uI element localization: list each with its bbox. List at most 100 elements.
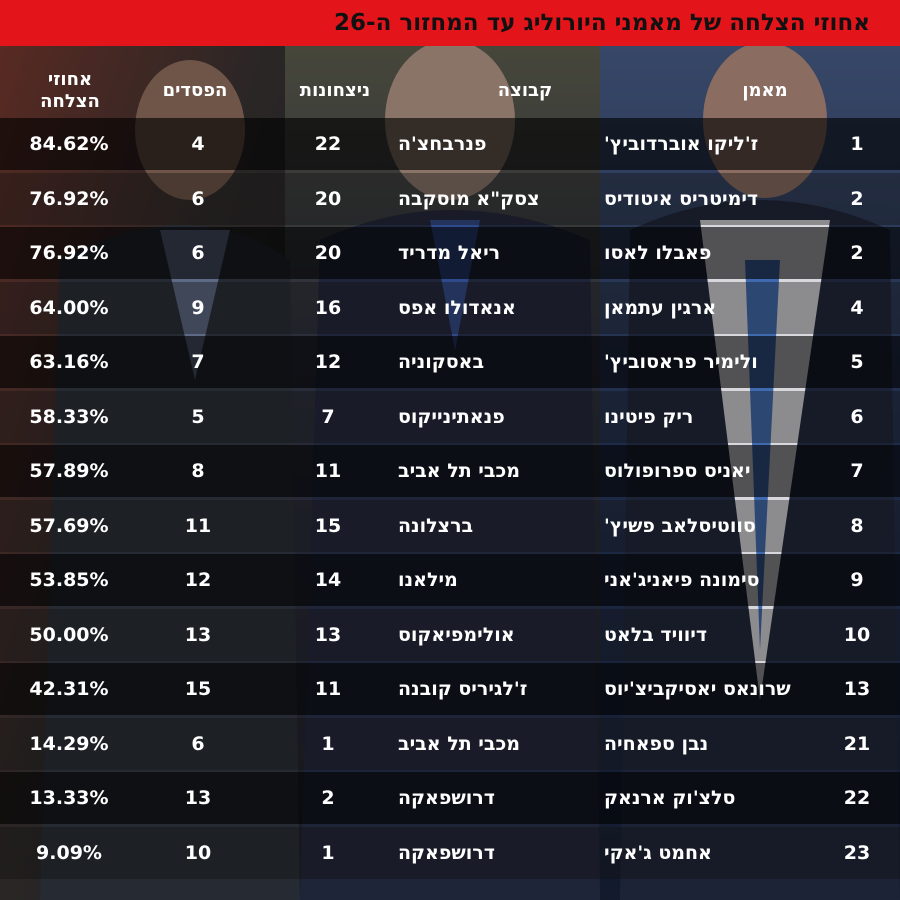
header-wins: ניצחונות xyxy=(299,80,371,101)
success-pct-cell: 76.92% xyxy=(29,242,109,264)
table-row: 6 ריק פיטינו פנאתינייקוס 7 5 58.33% xyxy=(0,390,900,443)
rank-cell: 21 xyxy=(843,732,871,755)
rank-cell: 2 xyxy=(850,242,864,264)
team-cell: דרושפאקה xyxy=(398,841,495,864)
rank-cell: 6 xyxy=(850,405,864,428)
rank-cell: 10 xyxy=(843,623,871,646)
wins-cell: 11 xyxy=(314,678,342,700)
table-row: 2 דימיטריס איטודיס צסק"א מוסקבה 20 6 76.92% xyxy=(0,172,900,225)
losses-cell: 9 xyxy=(191,296,205,319)
losses-cell: 13 xyxy=(184,623,212,646)
wins-cell: 7 xyxy=(321,405,335,428)
success-pct-cell: 9.09% xyxy=(36,841,102,864)
coach-cell: ז'ליקו אוברדוביץ' xyxy=(604,133,759,155)
team-cell: ברצלונה xyxy=(398,514,474,537)
coach-cell: שרונאס יאסיקביצ'יוס xyxy=(604,678,791,700)
header-losses: הפסדים xyxy=(162,80,228,101)
header-coach: מאמן xyxy=(742,80,788,101)
wins-cell: 12 xyxy=(314,351,342,373)
success-pct-cell: 76.92% xyxy=(29,187,109,210)
losses-cell: 5 xyxy=(191,405,205,428)
wins-cell: 11 xyxy=(314,460,342,482)
team-cell: ריאל מדריד xyxy=(398,242,501,264)
losses-cell: 11 xyxy=(184,514,212,537)
coach-cell: דיוויד בלאט xyxy=(604,623,708,646)
wins-cell: 20 xyxy=(314,242,342,264)
success-pct-cell: 14.29% xyxy=(29,732,109,755)
success-pct-cell: 84.62% xyxy=(29,133,109,155)
team-cell: מכבי תל אביב xyxy=(398,732,520,755)
table-row: 21 נבן ספאחיה מכבי תל אביב 1 6 14.29% xyxy=(0,717,900,770)
success-pct-cell: 58.33% xyxy=(29,405,109,428)
team-cell: באסקוניה xyxy=(398,351,485,373)
team-cell: מכבי תל אביב xyxy=(398,460,520,482)
losses-cell: 12 xyxy=(184,569,212,591)
table-row: 4 ארגין עתמאן אנאדולו אפס 16 9 64.00% xyxy=(0,281,900,334)
rank-cell: 8 xyxy=(850,514,864,537)
table-row: 9 סימונה פיאניג'אני מילאנו 14 12 53.85% xyxy=(0,554,900,606)
wins-cell: 15 xyxy=(314,514,342,537)
team-cell: פנרבחצ'ה xyxy=(398,133,487,155)
wins-cell: 1 xyxy=(321,841,335,864)
team-cell: מילאנו xyxy=(398,569,458,591)
losses-cell: 6 xyxy=(191,187,205,210)
table-row: 23 אחמט ג'אקי דרושפאקה 1 10 9.09% xyxy=(0,826,900,879)
header-success-pct: אחוזי הצלחה xyxy=(40,69,100,112)
coach-cell: ריק פיטינו xyxy=(604,405,694,428)
table-row: 2 פאבלו לאסו ריאל מדריד 20 6 76.92% xyxy=(0,227,900,279)
coaches-table: מאמן קבוצה ניצחונות הפסדים אחוזי הצלחה 1… xyxy=(0,46,900,900)
coach-cell: יאניס ספרופולוס xyxy=(604,460,751,482)
wins-cell: 2 xyxy=(321,787,335,809)
rank-cell: 13 xyxy=(843,678,871,700)
rank-cell: 7 xyxy=(850,460,864,482)
rank-cell: 9 xyxy=(850,569,864,591)
team-cell: אולימפיאקוס xyxy=(398,623,515,646)
coach-cell: ארגין עתמאן xyxy=(604,296,717,319)
losses-cell: 7 xyxy=(191,351,205,373)
team-cell: פנאתינייקוס xyxy=(398,405,505,428)
title-bar: אחוזי הצלחה של מאמני היורוליג עד המחזור … xyxy=(0,0,900,46)
wins-cell: 13 xyxy=(314,623,342,646)
coach-cell: דימיטריס איטודיס xyxy=(604,187,759,210)
table-row: 7 יאניס ספרופולוס מכבי תל אביב 11 8 57.89% xyxy=(0,445,900,497)
losses-cell: 15 xyxy=(184,678,212,700)
rank-cell: 1 xyxy=(850,133,864,155)
success-pct-cell: 53.85% xyxy=(29,569,109,591)
wins-cell: 14 xyxy=(314,569,342,591)
wins-cell: 1 xyxy=(321,732,335,755)
header-team: קבוצה xyxy=(497,80,553,101)
coach-cell: פאבלו לאסו xyxy=(604,242,712,264)
wins-cell: 16 xyxy=(314,296,342,319)
losses-cell: 4 xyxy=(191,133,205,155)
table-row: 22 סלצ'וק ארנאק דרושפאקה 2 13 13.33% xyxy=(0,772,900,824)
wins-cell: 20 xyxy=(314,187,342,210)
losses-cell: 8 xyxy=(191,460,205,482)
success-pct-cell: 13.33% xyxy=(29,787,109,809)
team-cell: צסק"א מוסקבה xyxy=(398,187,540,210)
table-row: 5 ולימיר פראסוביץ' באסקוניה 12 7 63.16% xyxy=(0,336,900,388)
rank-cell: 23 xyxy=(843,841,871,864)
coach-cell: אחמט ג'אקי xyxy=(604,841,712,864)
success-pct-cell: 57.89% xyxy=(29,460,109,482)
page-title: אחוזי הצלחה של מאמני היורוליג עד המחזור … xyxy=(334,10,870,36)
rank-cell: 2 xyxy=(850,187,864,210)
table-header-row: מאמן קבוצה ניצחונות הפסדים אחוזי הצלחה xyxy=(0,46,900,136)
coach-cell: סלצ'וק ארנאק xyxy=(604,787,736,809)
success-pct-cell: 64.00% xyxy=(29,296,109,319)
losses-cell: 6 xyxy=(191,732,205,755)
success-pct-cell: 50.00% xyxy=(29,623,109,646)
team-cell: אנאדולו אפס xyxy=(398,296,516,319)
team-cell: ז'לגיריס קובנה xyxy=(398,678,528,700)
coach-cell: נבן ספאחיה xyxy=(604,732,709,755)
rank-cell: 22 xyxy=(843,787,871,809)
team-cell: דרושפאקה xyxy=(398,787,495,809)
table-row: 10 דיוויד בלאט אולימפיאקוס 13 13 50.00% xyxy=(0,608,900,661)
losses-cell: 6 xyxy=(191,242,205,264)
success-pct-cell: 42.31% xyxy=(29,678,109,700)
table-row: 13 שרונאס יאסיקביצ'יוס ז'לגיריס קובנה 11 15 4… xyxy=(0,663,900,715)
losses-cell: 10 xyxy=(184,841,212,864)
table-row: 8 סווטיסלאב פשיץ' ברצלונה 15 11 57.69% xyxy=(0,499,900,552)
wins-cell: 22 xyxy=(314,133,342,155)
success-pct-cell: 57.69% xyxy=(29,514,109,537)
rank-cell: 5 xyxy=(850,351,864,373)
